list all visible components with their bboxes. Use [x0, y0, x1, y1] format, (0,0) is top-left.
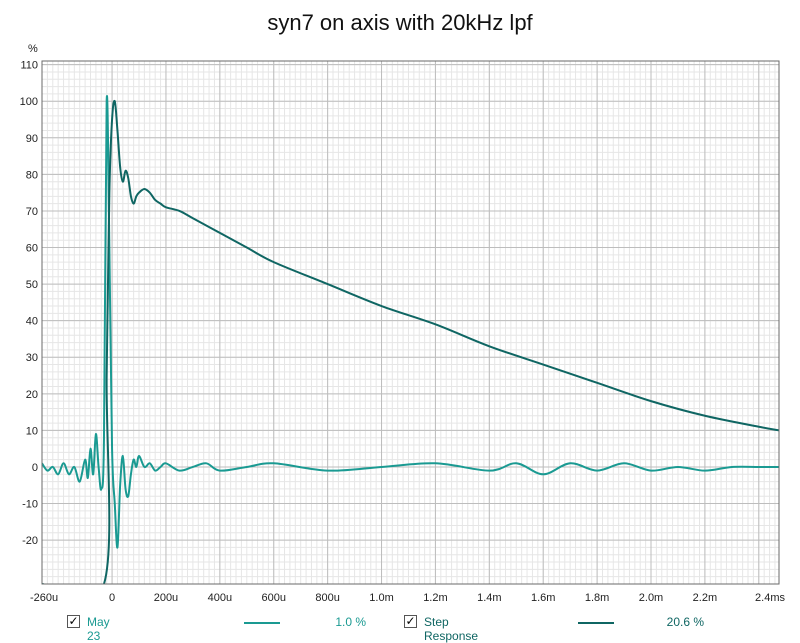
y-tick-label: -10: [22, 499, 38, 511]
x-tick-label: 1.0m: [369, 592, 393, 604]
y-tick-label: 70: [26, 206, 38, 218]
plot-background: [42, 61, 779, 584]
series-1-value: 1.0 %: [335, 615, 366, 629]
y-tick-label: 60: [26, 243, 38, 255]
y-tick-label: 20: [26, 389, 38, 401]
series-2-checkbox[interactable]: ✓: [404, 614, 417, 628]
series-line-1: [42, 95, 779, 549]
y-tick-label: 10: [26, 425, 38, 437]
x-tick-label: 200u: [154, 592, 178, 604]
x-tick-label: 1.6m: [531, 592, 555, 604]
y-tick-label: -20: [22, 535, 38, 547]
x-tick-label: 1.2m: [423, 592, 447, 604]
plot-frame: [41, 60, 780, 585]
x-tick-label: 2.4ms: [755, 592, 785, 604]
x-tick-label: -260u: [30, 592, 58, 604]
x-tick-label: 400u: [208, 592, 232, 604]
chart-title: syn7 on axis with 20kHz lpf: [267, 10, 533, 35]
series-1-swatch: [244, 622, 280, 624]
series-2-swatch: [578, 622, 614, 624]
x-tick-label: 0: [109, 592, 115, 604]
x-tick-label: 2.0m: [639, 592, 663, 604]
y-tick-label: 90: [26, 133, 38, 145]
x-tick-label: 1.8m: [585, 592, 609, 604]
x-tick-label: 2.2m: [693, 592, 717, 604]
y-tick-label: 80: [26, 169, 38, 181]
y-axis-unit-label: %: [28, 43, 38, 55]
series-line-2: [42, 99, 779, 584]
y-tick-label: 40: [26, 316, 38, 328]
series-2-name: Step Response: [424, 615, 479, 643]
series-2-value: 20.6 %: [666, 615, 704, 629]
x-tick-label: 600u: [262, 592, 286, 604]
series-1-checkbox[interactable]: ✓: [67, 614, 80, 628]
x-tick-label: 1.4m: [477, 592, 501, 604]
y-tick-label: 50: [26, 279, 38, 291]
y-tick-label: 110: [20, 60, 38, 72]
x-tick-label: 800u: [315, 592, 339, 604]
series-1-name: May 23: [87, 615, 110, 643]
legend: ✓ May 23 1.0 % ✓ Step Response 20.6 %: [0, 612, 800, 643]
y-tick-label: 0: [32, 462, 38, 474]
y-tick-label: 100: [20, 96, 38, 108]
y-tick-label: 30: [26, 352, 38, 364]
